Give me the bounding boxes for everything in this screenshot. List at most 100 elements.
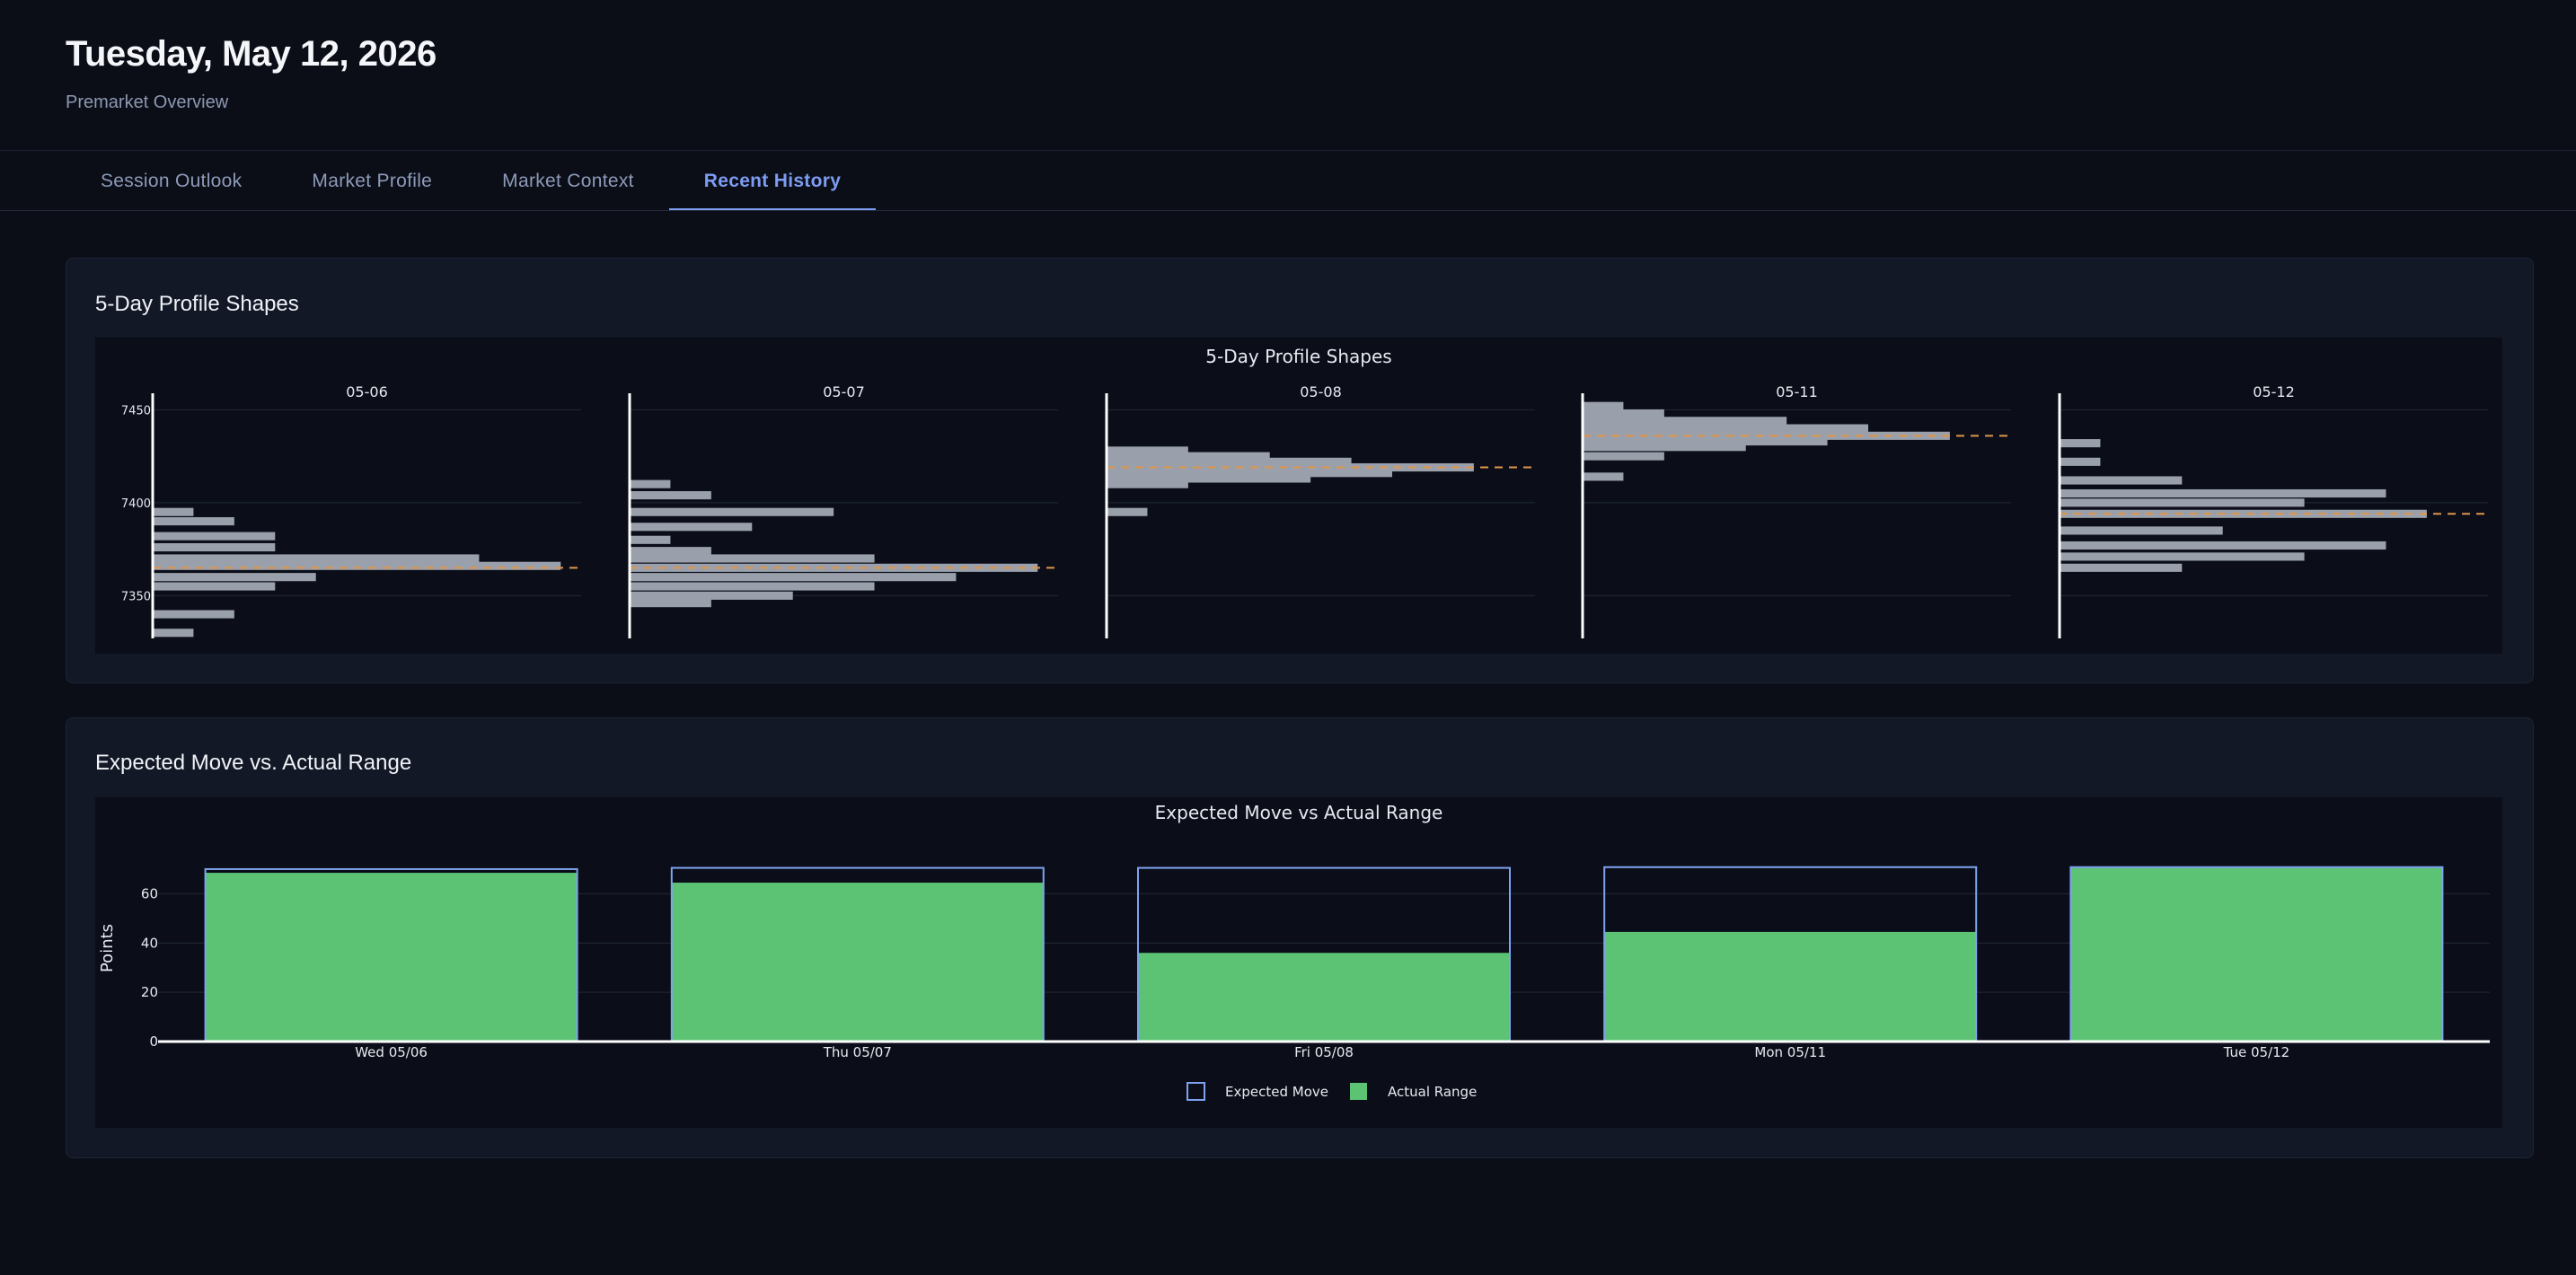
profile-bar: [1583, 431, 1950, 440]
profile-bar: [630, 507, 834, 516]
profile-bar: [1583, 443, 1746, 452]
page-subtitle: Premarket Overview: [66, 92, 229, 112]
range-chart-title: Expected Move vs Actual Range: [1155, 802, 1443, 823]
range-x-tick-label: Mon 05/11: [1754, 1044, 1826, 1060]
profile-bar: [1107, 469, 1392, 478]
range-x-tick-label: Wed 05/06: [355, 1044, 428, 1060]
range-y-axis-label: Points: [98, 924, 117, 972]
profile-bar: [630, 573, 957, 582]
profile-y-ticks: 7350 7400 7450: [121, 404, 151, 603]
profile-bar: [153, 629, 194, 638]
profile-panel-label: 05-07: [823, 383, 865, 400]
profile-y-tick-label: 7450: [121, 404, 151, 418]
range-x-tick-label: Tue 05/12: [2223, 1044, 2290, 1060]
range-card: Expected Move vs. Actual Range Expected …: [66, 717, 2534, 1158]
profile-panels: 05-06 05-07 05-08 05-11 05-12: [151, 383, 2488, 638]
profile-bar: [153, 610, 234, 619]
profile-bar: [630, 582, 875, 591]
profile-bar: [153, 543, 276, 552]
profile-bar: [1583, 472, 1624, 481]
tab-market-profile[interactable]: Market Profile: [312, 171, 433, 191]
legend-label-expected-move: Expected Move: [1225, 1084, 1328, 1100]
range-y-tick-label: 40: [141, 935, 158, 951]
profile-bar: [1583, 401, 1624, 410]
profile-bar: [2060, 498, 2305, 507]
profile-bar: [2060, 476, 2183, 485]
range-x-labels: Wed 05/06 Thu 05/07 Fri 05/08 Mon 05/11 Tue …: [355, 1044, 2289, 1060]
profile-bar: [153, 554, 480, 563]
profile-panel-label: 05-08: [1300, 383, 1342, 400]
profile-bar: [630, 554, 875, 563]
profile-bar: [1107, 457, 1352, 466]
profile-panel-05-08: 05-08: [1105, 383, 1535, 638]
profile-bar: [1583, 409, 1664, 418]
profile-bar: [1107, 479, 1188, 488]
profile-bar: [2060, 488, 2386, 498]
profile-bar: [630, 547, 711, 556]
profile-bar: [1583, 424, 1868, 433]
profile-y-tick-label: 7400: [121, 497, 151, 511]
actual-range-bar: [1604, 931, 1977, 1042]
page-header: Tuesday, May 12, 2026 Premarket Overview: [66, 34, 437, 113]
profile-panel-05-07: 05-07: [628, 383, 1058, 638]
tab-session-outlook[interactable]: Session Outlook: [101, 171, 243, 191]
profile-bar: [2060, 457, 2101, 466]
range-card-heading: Expected Move vs. Actual Range: [95, 751, 412, 775]
profile-bar: [630, 523, 753, 532]
profile-card: 5-Day Profile Shapes 5-Day Profile Shape…: [66, 258, 2534, 683]
profile-panel-05-12: 05-12: [2058, 383, 2488, 638]
profile-y-tick-label: 7350: [121, 590, 151, 603]
profile-bar: [630, 491, 711, 500]
actual-range-bar: [205, 873, 578, 1042]
range-x-tick-label: Fri 05/08: [1294, 1044, 1354, 1060]
profile-panel-label: 05-11: [1776, 383, 1818, 400]
profile-bar: [1107, 507, 1148, 516]
profile-bar: [630, 535, 671, 544]
range-bars: [204, 866, 2444, 1042]
profile-bar: [1107, 474, 1311, 483]
profile-bar: [153, 582, 276, 591]
tab-bar: Session Outlook Market Profile Market Co…: [66, 151, 877, 211]
profile-chart-title: 5-Day Profile Shapes: [1205, 346, 1391, 367]
range-chart-svg: Expected Move vs Actual Range Points 0 20…: [98, 802, 2490, 1101]
profile-bar: [2060, 526, 2223, 535]
profile-bar: [2060, 439, 2101, 448]
profile-bar: [153, 561, 561, 570]
tab-recent-history[interactable]: Recent History: [668, 151, 877, 211]
profile-bar: [153, 532, 276, 541]
profile-bar: [1583, 417, 1787, 426]
profile-bar: [1107, 462, 1474, 472]
profile-bar: [153, 517, 234, 526]
profile-panel-05-06: 05-06: [151, 383, 581, 638]
profile-bar: [630, 591, 793, 600]
profile-bar: [2060, 552, 2305, 561]
profile-bar: [1583, 436, 1828, 446]
legend-swatch-expected-move: [1187, 1082, 1205, 1101]
legend-swatch-actual-range: [1350, 1083, 1367, 1100]
legend-label-actual-range: Actual Range: [1388, 1084, 1477, 1100]
profile-bar: [153, 573, 316, 582]
range-x-tick-label: Thu 05/07: [823, 1044, 892, 1060]
actual-range-bar: [1138, 953, 1510, 1042]
range-y-ticks: 0 20 40 60: [141, 885, 158, 1050]
profile-bar: [630, 479, 671, 488]
profile-bar: [630, 599, 711, 608]
header-divider: [0, 150, 2576, 151]
range-y-tick-label: 20: [141, 984, 158, 1000]
range-legend: Expected Move Actual Range: [1187, 1082, 1477, 1101]
profile-bar: [2060, 563, 2183, 572]
profile-bar: [2060, 509, 2427, 518]
profile-bar: [153, 507, 194, 516]
tab-market-context[interactable]: Market Context: [502, 171, 634, 191]
profile-panel-05-11: 05-11: [1581, 383, 2011, 638]
profile-chart: 5-Day Profile Shapes 7350 7400 7450 05-06 0…: [95, 338, 2502, 654]
profile-bar: [2060, 541, 2386, 550]
range-y-tick-label: 60: [141, 885, 158, 901]
actual-range-bar: [2070, 867, 2443, 1042]
actual-range-bar: [671, 883, 1044, 1042]
profile-bar: [1107, 446, 1188, 455]
range-chart: Expected Move vs Actual Range Points 0 20…: [95, 797, 2502, 1128]
profile-panel-label: 05-12: [2253, 383, 2295, 400]
profile-panel-label: 05-06: [346, 383, 388, 400]
